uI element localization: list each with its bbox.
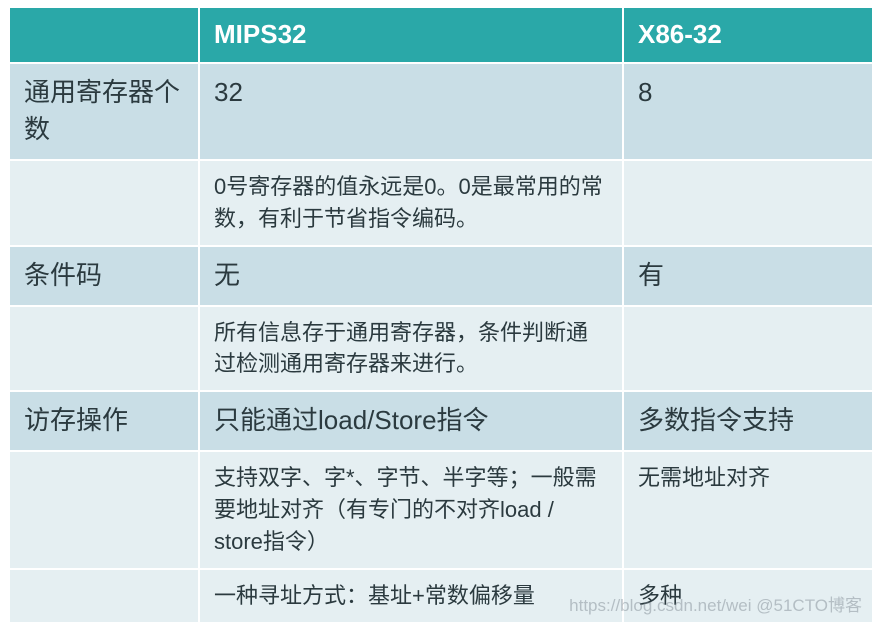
table-header-row: MIPS32 X86-32 <box>9 7 873 63</box>
cell-mips: 一种寻址方式：基址+常数偏移量 <box>199 569 623 623</box>
table-row: 0号寄存器的值永远是0。0是最常用的常数，有利于节省指令编码。 <box>9 160 873 246</box>
header-cell-empty <box>9 7 199 63</box>
table-row: 访存操作 只能通过load/Store指令 多数指令支持 <box>9 391 873 451</box>
cell-label: 通用寄存器个数 <box>9 63 199 160</box>
cell-x86: 有 <box>623 246 873 306</box>
cell-x86: 多数指令支持 <box>623 391 873 451</box>
cell-mips: 无 <box>199 246 623 306</box>
cell-mips: 所有信息存于通用寄存器，条件判断通过检测通用寄存器来进行。 <box>199 306 623 392</box>
cell-x86 <box>623 306 873 392</box>
comparison-table: MIPS32 X86-32 通用寄存器个数 32 8 0号寄存器的值永远是0。0… <box>8 6 874 624</box>
cell-mips: 0号寄存器的值永远是0。0是最常用的常数，有利于节省指令编码。 <box>199 160 623 246</box>
cell-x86 <box>623 160 873 246</box>
cell-x86: 无需地址对齐 <box>623 451 873 569</box>
header-cell-mips: MIPS32 <box>199 7 623 63</box>
table-row: 条件码 无 有 <box>9 246 873 306</box>
cell-x86: 8 <box>623 63 873 160</box>
table-row: 通用寄存器个数 32 8 <box>9 63 873 160</box>
cell-mips: 只能通过load/Store指令 <box>199 391 623 451</box>
cell-label <box>9 569 199 623</box>
table-row: 一种寻址方式：基址+常数偏移量 多种 <box>9 569 873 623</box>
header-cell-x86: X86-32 <box>623 7 873 63</box>
page-wrap: MIPS32 X86-32 通用寄存器个数 32 8 0号寄存器的值永远是0。0… <box>0 6 880 624</box>
table-row: 支持双字、字*、字节、半字等；一般需要地址对齐（有专门的不对齐load / st… <box>9 451 873 569</box>
cell-mips: 支持双字、字*、字节、半字等；一般需要地址对齐（有专门的不对齐load / st… <box>199 451 623 569</box>
cell-label: 访存操作 <box>9 391 199 451</box>
cell-label: 条件码 <box>9 246 199 306</box>
cell-label <box>9 160 199 246</box>
cell-label <box>9 306 199 392</box>
table-row: 所有信息存于通用寄存器，条件判断通过检测通用寄存器来进行。 <box>9 306 873 392</box>
cell-label <box>9 451 199 569</box>
cell-x86: 多种 <box>623 569 873 623</box>
cell-mips: 32 <box>199 63 623 160</box>
